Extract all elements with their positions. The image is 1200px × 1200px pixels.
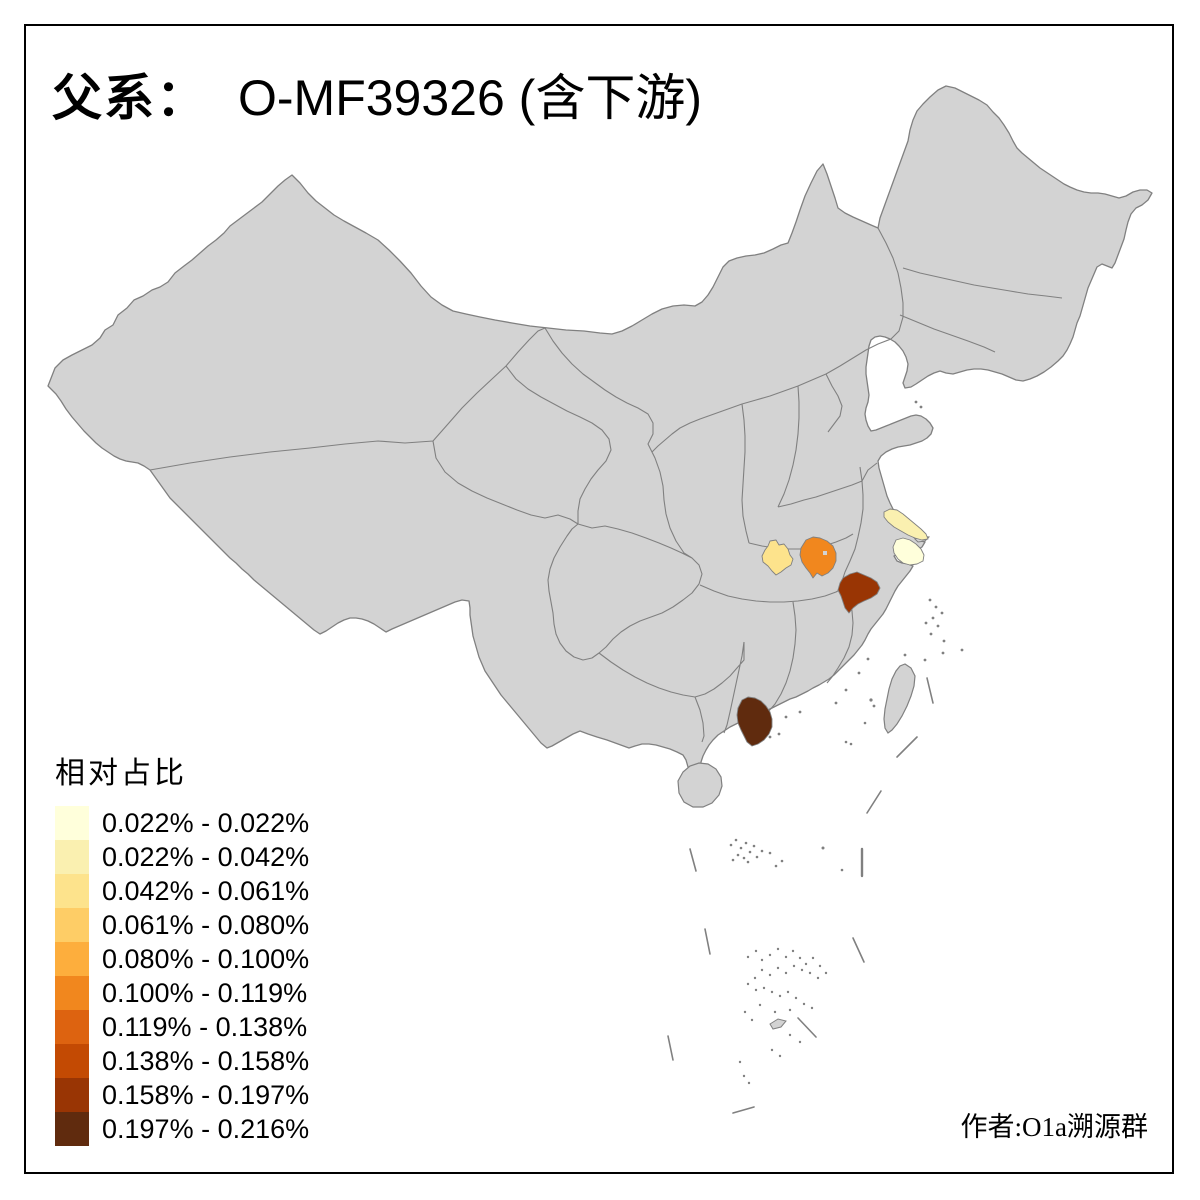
attribution: 作者:O1a溯源群 [960, 1112, 1148, 1142]
island-specks [729, 400, 964, 1085]
legend-label-8: 0.138% - 0.158% [102, 1045, 310, 1076]
legend-label-10: 0.197% - 0.216% [102, 1113, 310, 1144]
legend-row: 0.138% - 0.158% [55, 1044, 309, 1078]
legend-label-4: 0.061% - 0.080% [102, 909, 310, 940]
legend-row: 0.080% - 0.100% [55, 942, 309, 976]
taiwan-island [883, 663, 916, 734]
legend-row: 0.119% - 0.138% [55, 1010, 309, 1044]
colored-region-5 [892, 537, 925, 566]
legend-row: 0.022% - 0.022% [55, 806, 309, 840]
legend-label-9: 0.158% - 0.197% [102, 1079, 310, 1110]
legend-swatch-4 [55, 908, 89, 942]
legend-label-6: 0.100% - 0.119% [102, 977, 308, 1008]
highlighted-regions [736, 508, 929, 747]
legend-title: 相对占比 [55, 757, 187, 790]
mainland-landmass [47, 85, 1153, 782]
legend-swatch-3 [55, 874, 89, 908]
legend-swatch-5 [55, 942, 89, 976]
legend-swatch-10 [55, 1112, 89, 1146]
colored-region-6 [736, 696, 773, 747]
legend-row: 0.022% - 0.042% [55, 840, 309, 874]
spratly-islet [769, 1018, 787, 1030]
legend-swatch-6 [55, 976, 89, 1010]
title-prefix: 父系： [52, 70, 208, 126]
legend-row: 0.042% - 0.061% [55, 874, 309, 908]
legend-label-1: 0.022% - 0.022% [102, 807, 310, 838]
hainan-island [677, 762, 723, 808]
legend-label-2: 0.022% - 0.042% [102, 841, 310, 872]
legend-swatch-2 [55, 840, 89, 874]
legend-swatch-9 [55, 1078, 89, 1112]
colored-region-2 [799, 536, 837, 579]
legend-label-3: 0.042% - 0.061% [102, 875, 310, 906]
region-2-lake-hole [823, 551, 827, 555]
legend-swatch-8 [55, 1044, 89, 1078]
page-title: 父系： O-MF39326 (含下游) [52, 58, 702, 130]
legend-label-5: 0.080% - 0.100% [102, 943, 310, 974]
title-lineage: O-MF39326 (含下游) [238, 70, 702, 126]
legend-row: 0.197% - 0.216% [55, 1112, 309, 1146]
legend-row: 0.061% - 0.080% [55, 908, 309, 942]
legend-row: 0.100% - 0.119% [55, 976, 309, 1010]
legend-swatch-1 [55, 806, 89, 840]
legend-row: 0.158% - 0.197% [55, 1078, 309, 1112]
legend-label-7: 0.119% - 0.138% [102, 1011, 308, 1042]
legend-swatch-7 [55, 1010, 89, 1044]
colored-region-3 [837, 571, 881, 614]
colored-region-4 [883, 508, 929, 541]
sea-boundary-dashes [667, 677, 934, 1114]
legend: 相对占比 0.022% - 0.022% 0.022% - 0.042% 0.0… [55, 748, 309, 1146]
colored-region-1 [761, 539, 794, 576]
